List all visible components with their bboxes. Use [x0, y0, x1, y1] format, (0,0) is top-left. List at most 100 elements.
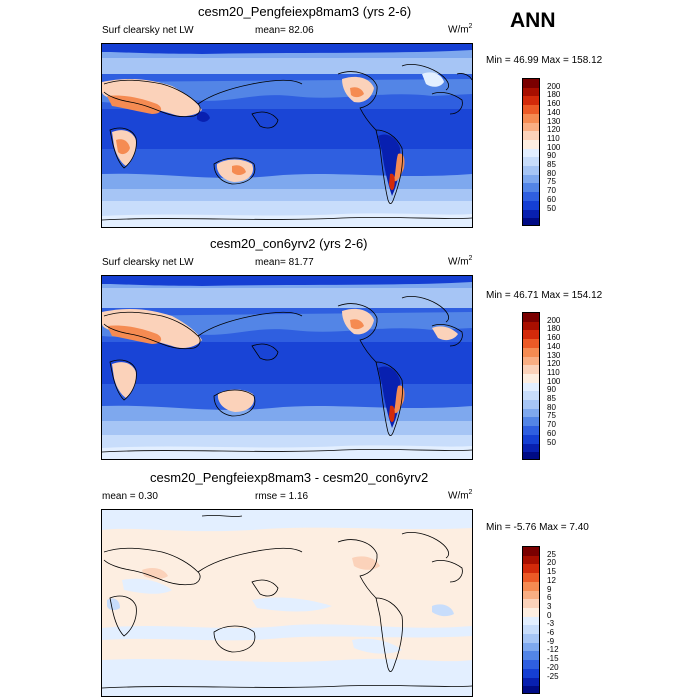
colorbar-swatch: [523, 426, 539, 436]
colorbar-swatch: [523, 668, 539, 679]
colorbar-swatch: [523, 590, 539, 600]
colorbar-tick-label: -6: [547, 628, 555, 638]
colorbar-tick-label: 75: [547, 411, 556, 421]
panel-2-minmax: Min = 46.71 Max = 154.12: [486, 290, 603, 301]
colorbar-swatch: [523, 347, 539, 358]
colorbar-tick-label: 0: [547, 610, 552, 620]
colorbar-swatch: [523, 96, 539, 106]
panel-3-rmse-label: rmse =: [255, 491, 286, 502]
colorbar-tick-label: 3: [547, 601, 552, 611]
colorbar-swatch: [523, 677, 539, 687]
colorbar-tick-label: 60: [547, 194, 556, 204]
colorbar-swatch: [523, 113, 539, 124]
colorbar-swatch: [523, 373, 539, 384]
panel-3-colorbar-swatches: [522, 546, 540, 694]
panel-3-colorbar: 25 20 15 12 9 6 3 0 -3 -6 -9 -12 -15 -20 -25: [522, 546, 582, 694]
colorbar-swatch: [523, 218, 539, 225]
colorbar-swatch: [523, 651, 539, 661]
colorbar-swatch: [523, 408, 539, 418]
colorbar-tick-label: -3: [547, 619, 555, 629]
colorbar-swatch: [523, 192, 539, 202]
colorbar-swatch: [523, 139, 539, 150]
colorbar-swatch: [523, 443, 539, 453]
colorbar-swatch: [523, 400, 539, 410]
colorbar-tick-label: -9: [547, 636, 555, 646]
colorbar-swatch: [523, 200, 539, 211]
panel-2-mean: mean= 81.77: [255, 257, 314, 268]
colorbar-tick-label: 200: [547, 315, 561, 325]
colorbar-swatch: [523, 599, 539, 609]
colorbar-swatch: [523, 79, 539, 89]
colorbar-tick-label: 15: [547, 567, 556, 577]
colorbar-tick-label: -25: [547, 671, 559, 681]
colorbar-tick-label: 140: [547, 107, 561, 117]
season-label: ANN: [510, 9, 556, 32]
colorbar-swatch: [523, 391, 539, 401]
colorbar-swatch: [523, 616, 539, 626]
colorbar-swatch: [523, 105, 539, 115]
colorbar-tick-label: 130: [547, 350, 561, 360]
colorbar-swatch: [523, 148, 539, 158]
colorbar-swatch: [523, 166, 539, 176]
panel-1-map: [101, 43, 473, 228]
colorbar-tick-label: 80: [547, 402, 556, 412]
colorbar-tick-label: 120: [547, 125, 561, 135]
panel-1-colorbar: 200 180 160 140 130 120 110 100 90 85 80 75 70 60 50: [522, 78, 582, 226]
panel-2-mean-label: mean=: [255, 257, 286, 268]
colorbar-tick-label: 110: [547, 367, 560, 377]
colorbar-tick-label: 180: [547, 324, 561, 334]
panel-3-units: W/m2: [448, 489, 473, 502]
colorbar-tick-label: 25: [547, 549, 556, 559]
colorbar-swatch: [523, 131, 539, 141]
colorbar-tick-label: 120: [547, 359, 561, 369]
colorbar-swatch: [523, 547, 539, 557]
panel-1-mean-label: mean=: [255, 25, 286, 36]
colorbar-tick-label: 180: [547, 90, 561, 100]
panel-2-units: W/m2: [448, 255, 473, 268]
colorbar-swatch: [523, 625, 539, 635]
colorbar-tick-label: 6: [547, 593, 552, 603]
panel-1-colorbar-swatches: [522, 78, 540, 226]
colorbar-tick-label: 200: [547, 81, 561, 91]
colorbar-tick-label: 9: [547, 584, 552, 594]
colorbar-tick-label: 160: [547, 333, 561, 343]
panel-1-mean: mean= 82.06: [255, 25, 314, 36]
colorbar-swatch: [523, 365, 539, 375]
panel-2-variable-label: Surf clearsky net LW: [102, 257, 194, 268]
colorbar-swatch: [523, 634, 539, 644]
colorbar-tick-label: 140: [547, 341, 561, 351]
colorbar-swatch: [523, 452, 539, 459]
panel-1-title: cesm20_Pengfeiexp8mam3 (yrs 2-6): [198, 4, 412, 19]
colorbar-swatch: [523, 339, 539, 349]
colorbar-swatch: [523, 157, 539, 167]
colorbar-tick-label: -20: [547, 662, 559, 672]
colorbar-tick-label: 20: [547, 558, 556, 568]
colorbar-swatch: [523, 183, 539, 193]
panel-2-colorbar-swatches: [522, 312, 540, 460]
colorbar-swatch: [523, 382, 539, 392]
colorbar-tick-label: -12: [547, 645, 559, 655]
colorbar-swatch: [523, 581, 539, 592]
colorbar-tick-label: 100: [547, 376, 561, 386]
colorbar-swatch: [523, 607, 539, 618]
panel-3-minmax: Min = -5.76 Max = 7.40: [486, 522, 589, 533]
colorbar-tick-label: 85: [547, 394, 556, 404]
colorbar-swatch: [523, 564, 539, 574]
colorbar-swatch: [523, 209, 539, 219]
colorbar-swatch: [523, 686, 539, 693]
panel-3-rmse-value: 1.16: [288, 491, 309, 502]
colorbar-swatch: [523, 642, 539, 652]
panel-1-minmax: Min = 46.99 Max = 158.12: [486, 55, 603, 66]
colorbar-tick-label: 50: [547, 437, 556, 447]
colorbar-tick-label: 110: [547, 133, 560, 143]
colorbar-swatch: [523, 417, 539, 427]
colorbar-tick-label: 90: [547, 385, 556, 395]
panel-2-title: cesm20_con6yrv2 (yrs 2-6): [210, 236, 368, 251]
colorbar-swatch: [523, 660, 539, 670]
colorbar-swatch: [523, 330, 539, 340]
colorbar-tick-label: 50: [547, 203, 556, 213]
colorbar-tick-label: 12: [547, 575, 556, 585]
colorbar-tick-label: 60: [547, 428, 556, 438]
colorbar-swatch: [523, 313, 539, 323]
colorbar-swatch: [523, 573, 539, 583]
